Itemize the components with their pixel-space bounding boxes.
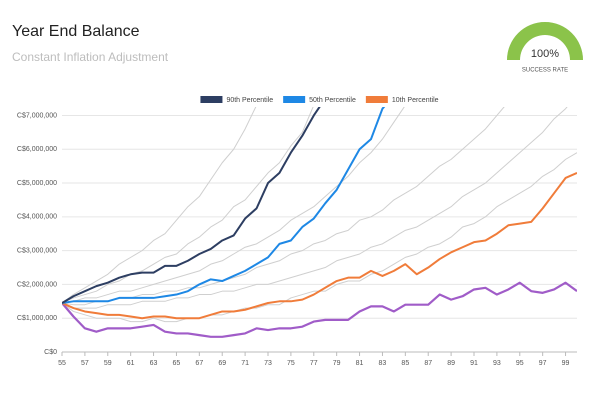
legend-swatch [283,96,306,103]
simulation-line [62,107,568,309]
simulation-line [62,107,257,304]
x-tick-label: 85 [401,360,409,367]
x-tick-label: 77 [310,360,318,367]
x-tick-label: 65 [173,360,181,367]
percentile-line [62,171,577,320]
x-tick-label: 57 [81,360,89,367]
x-tick-label: 73 [264,360,272,367]
plot-lines [62,107,577,338]
x-tick-label: 59 [104,360,112,367]
x-tick-label: 89 [447,360,455,367]
x-tick-label: 55 [58,360,66,367]
simulation-line [62,281,577,338]
gauge: 100% SUCCESS RATE [507,22,583,74]
gauge-value-label: 100% [531,48,559,60]
simulation-line [62,107,405,304]
x-tick-label: 63 [150,360,158,367]
legend-swatch [200,96,223,103]
y-tick-label: C$2,000,000 [17,281,57,288]
simulation-line [62,107,505,306]
x-tick-label: 61 [127,360,135,367]
legend-swatch [365,96,388,103]
y-tick-label: C$7,000,000 [17,112,57,119]
y-tick-label: C$0 [44,349,57,356]
x-tick-label: 79 [333,360,341,367]
percentile-line [62,107,321,304]
x-tick-label: 67 [195,360,203,367]
x-tick-label: 81 [356,360,364,367]
x-tick-label: 97 [539,360,547,367]
x-tick-label: 91 [470,360,478,367]
x-tick-label: 87 [424,360,432,367]
percentile-line [62,107,386,304]
gauge-caption: SUCCESS RATE [522,68,568,74]
x-tick-label: 95 [516,360,524,367]
legend-label: 90th Percentile [226,97,273,104]
y-tick-label: C$3,000,000 [17,247,57,254]
y-tick-label: C$1,000,000 [17,315,57,322]
gauge-arc [507,22,583,60]
y-tick-label: C$5,000,000 [17,180,57,187]
x-tick-label: 69 [218,360,226,367]
legend-label: 50th Percentile [309,97,356,104]
x-tick-label: 99 [562,360,570,367]
simulation-line [62,152,577,323]
simulation-line [62,107,314,304]
x-tick-label: 75 [287,360,295,367]
x-tick-label: 71 [241,360,249,367]
y-tick-label: C$4,000,000 [17,214,57,221]
x-tick-label: 93 [493,360,501,367]
x-tick-label: 83 [379,360,387,367]
chart-subtitle: Constant Inflation Adjustment [12,50,169,64]
y-tick-label: C$6,000,000 [17,146,57,153]
chart-title: Year End Balance [12,23,140,40]
legend-label: 10th Percentile [392,97,439,104]
